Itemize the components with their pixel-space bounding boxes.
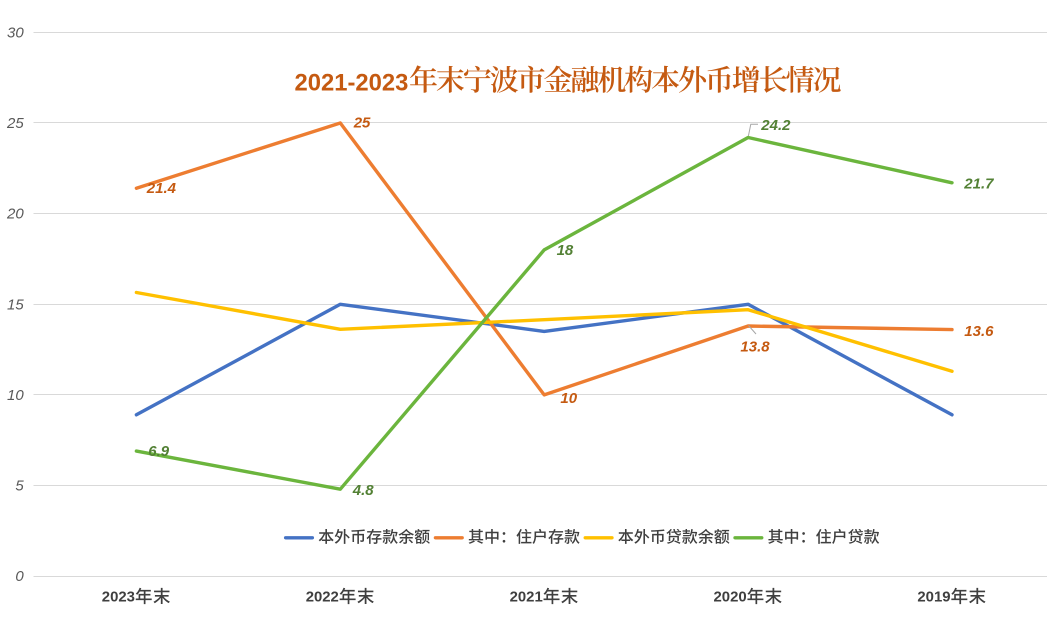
svg-text:6.9: 6.9 (148, 443, 170, 460)
svg-text:0: 0 (15, 568, 24, 585)
svg-text:20: 20 (6, 206, 24, 223)
svg-text:5: 5 (15, 478, 24, 495)
svg-text:13.8: 13.8 (740, 338, 770, 355)
svg-text:2020: 2020 (714, 589, 747, 605)
svg-text:15: 15 (7, 296, 24, 313)
svg-text:2023: 2023 (102, 589, 135, 605)
svg-text:4.8: 4.8 (352, 482, 375, 499)
svg-text:2021: 2021 (510, 589, 543, 605)
svg-text:25: 25 (6, 115, 24, 132)
svg-text:13.6: 13.6 (964, 323, 994, 340)
svg-text:2022: 2022 (306, 589, 339, 605)
svg-text:25: 25 (353, 115, 371, 132)
svg-text:2021-2023: 2021-2023 (295, 69, 409, 96)
svg-text:10: 10 (7, 387, 24, 404)
svg-text:30: 30 (7, 24, 24, 41)
svg-text:10: 10 (560, 390, 577, 407)
svg-text:21.4: 21.4 (146, 180, 177, 197)
svg-text:21.7: 21.7 (963, 175, 994, 192)
svg-text:24.2: 24.2 (760, 117, 791, 134)
svg-text:2019: 2019 (917, 589, 950, 605)
svg-text:18: 18 (557, 242, 574, 259)
